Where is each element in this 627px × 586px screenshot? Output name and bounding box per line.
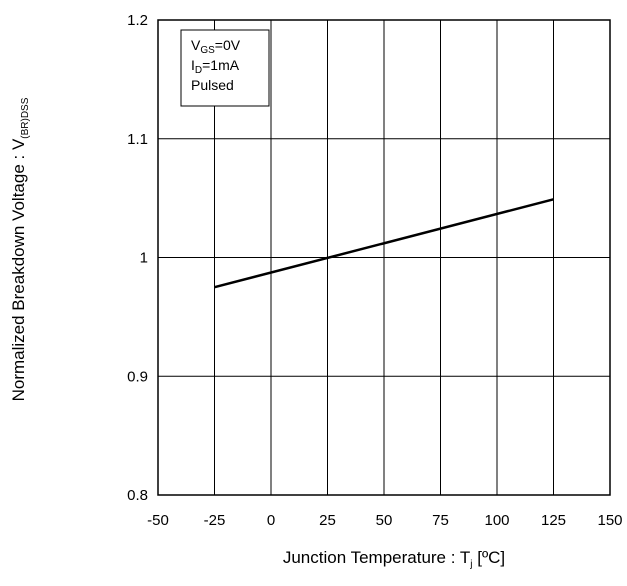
x-tick-label: 0 — [267, 512, 275, 529]
y-tick-labels: 0.8 0.9 1 1.1 1.2 — [127, 12, 148, 504]
x-tick-labels: -50 -25 0 25 50 75 100 125 150 — [147, 512, 622, 529]
x-tick-label: 50 — [376, 512, 393, 529]
series-line — [214, 198, 554, 289]
x-tick-label: 125 — [541, 512, 566, 529]
y-tick-label: 1.2 — [127, 12, 148, 29]
plot-frame — [157, 19, 611, 496]
series-layer — [214, 198, 554, 289]
x-axis-title: Junction Temperature : Tj [ºC] — [283, 548, 505, 570]
legend-frame — [180, 29, 270, 107]
x-tick-label: 25 — [319, 512, 336, 529]
x-axis-title-main: Junction Temperature : T — [283, 548, 470, 567]
y-tick-label: 1 — [140, 250, 148, 267]
x-tick-label: -50 — [147, 512, 169, 529]
y-tick-label: 1.1 — [127, 131, 148, 148]
x-tick-label: 75 — [432, 512, 449, 529]
y-axis-title-sub: (BR)DSS — [20, 97, 31, 138]
y-tick-label: 0.9 — [127, 368, 148, 385]
legend-line: Pulsed — [191, 77, 234, 93]
legend-line: ID=1mA — [191, 57, 240, 76]
x-tick-label: 100 — [484, 512, 509, 529]
y-axis-title-main: Normalized Breakdown Voltage : V — [9, 138, 28, 401]
x-tick-label: 150 — [597, 512, 622, 529]
legend-line: VGS=0V — [191, 37, 241, 56]
y-tick-label: 0.8 — [127, 487, 148, 504]
x-tick-label: -25 — [204, 512, 226, 529]
x-axis-title-tail: [ºC] — [473, 548, 506, 567]
y-axis-title: Normalized Breakdown Voltage : V(BR)DSS — [9, 97, 31, 401]
x-axis-title-sub: j — [469, 559, 472, 570]
